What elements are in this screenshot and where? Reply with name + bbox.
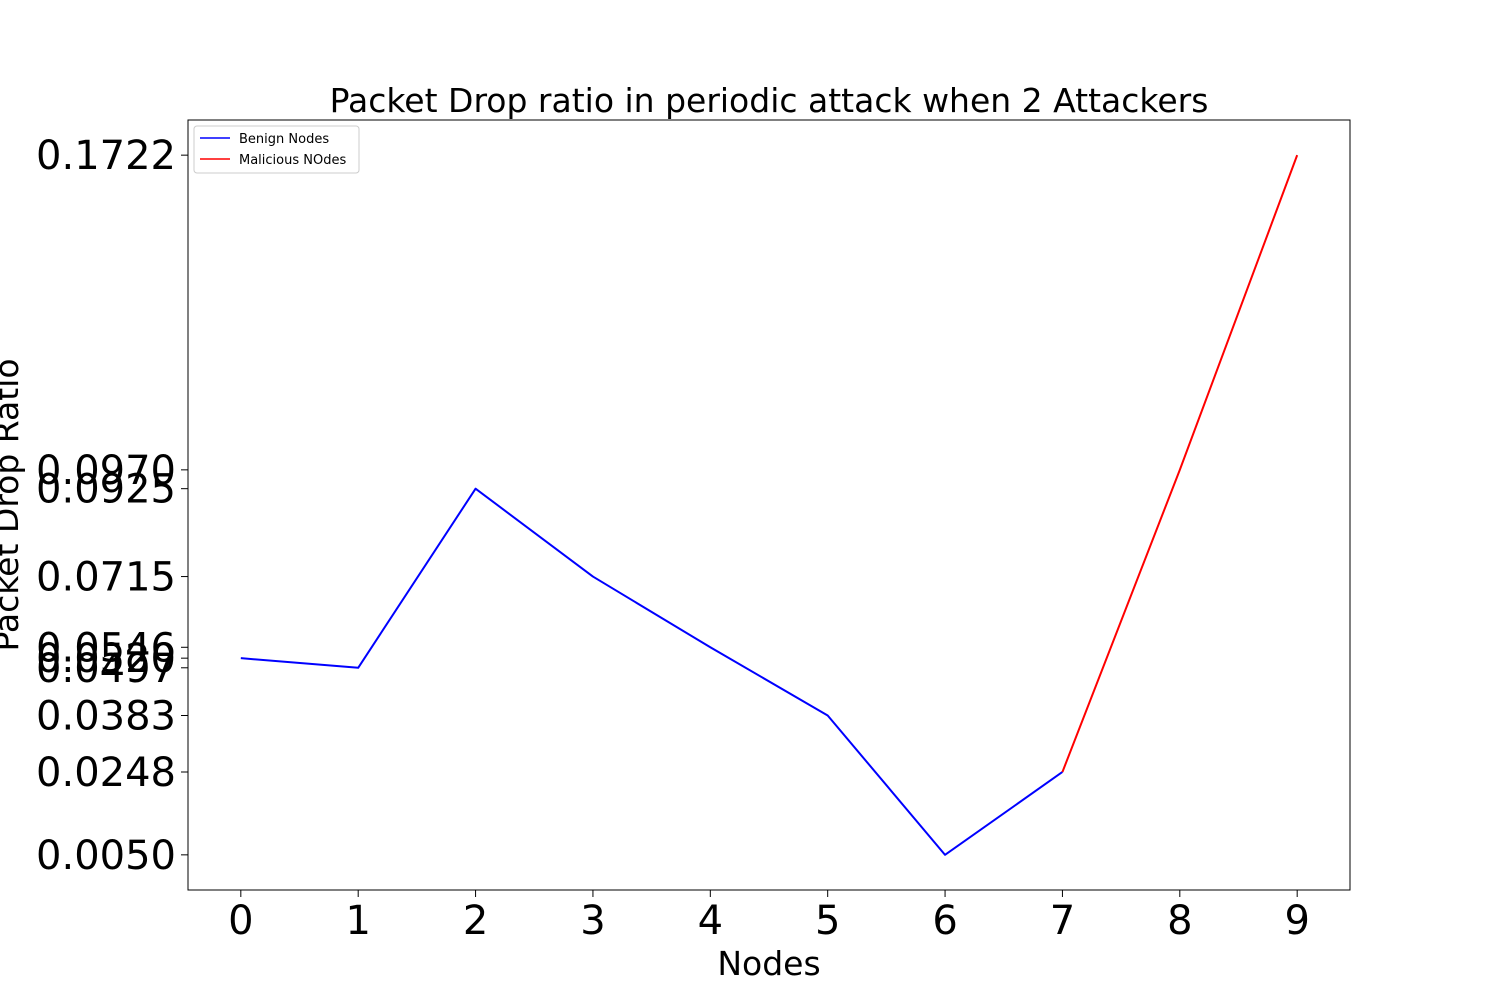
x-tick-label: 9 <box>1284 898 1309 944</box>
x-tick-label: 0 <box>228 898 253 944</box>
legend-label-benign: Benign Nodes <box>239 132 329 147</box>
x-tick-label: 1 <box>345 898 370 944</box>
x-tick-label: 7 <box>1050 898 1075 944</box>
y-tick-label: 0.0925 <box>36 467 176 513</box>
x-axis-label: Nodes <box>717 944 820 983</box>
x-tick-label: 4 <box>698 898 723 944</box>
x-tick-label: 2 <box>463 898 488 944</box>
x-axis-ticks: 0 1 2 3 4 5 6 7 8 9 <box>228 890 1310 944</box>
y-tick-label: 0.0383 <box>36 693 176 739</box>
legend-box <box>193 125 360 174</box>
x-tick-label: 3 <box>580 898 605 944</box>
y-tick-label: 0.0546 <box>36 625 176 671</box>
y-tick-label: 0.0520 <box>36 636 176 682</box>
series-line-benign <box>240 487 1064 856</box>
chart-title: Packet Drop ratio in periodic attack whe… <box>330 81 1209 120</box>
y-tick-label: 0.0715 <box>36 555 176 601</box>
x-tick-label: 6 <box>932 898 957 944</box>
series-lines <box>240 154 1299 856</box>
y-tick-label: 0.0248 <box>36 750 176 796</box>
x-tick-label: 5 <box>815 898 840 944</box>
y-axis-label: Packet Drop Ratio <box>0 358 26 651</box>
y-tick-label: 0.1722 <box>36 133 176 179</box>
y-tick-label: 0.0970 <box>36 448 176 494</box>
legend-label-malicious: Malicious NOdes <box>239 153 346 168</box>
legend: Benign Nodes Malicious NOdes <box>193 125 360 174</box>
series-line-malicious <box>1061 154 1299 773</box>
y-tick-label: 0.0497 <box>36 646 176 692</box>
plot-area-frame <box>187 119 1351 891</box>
y-tick-label: 0.0050 <box>36 833 176 879</box>
x-tick-label: 8 <box>1167 898 1192 944</box>
